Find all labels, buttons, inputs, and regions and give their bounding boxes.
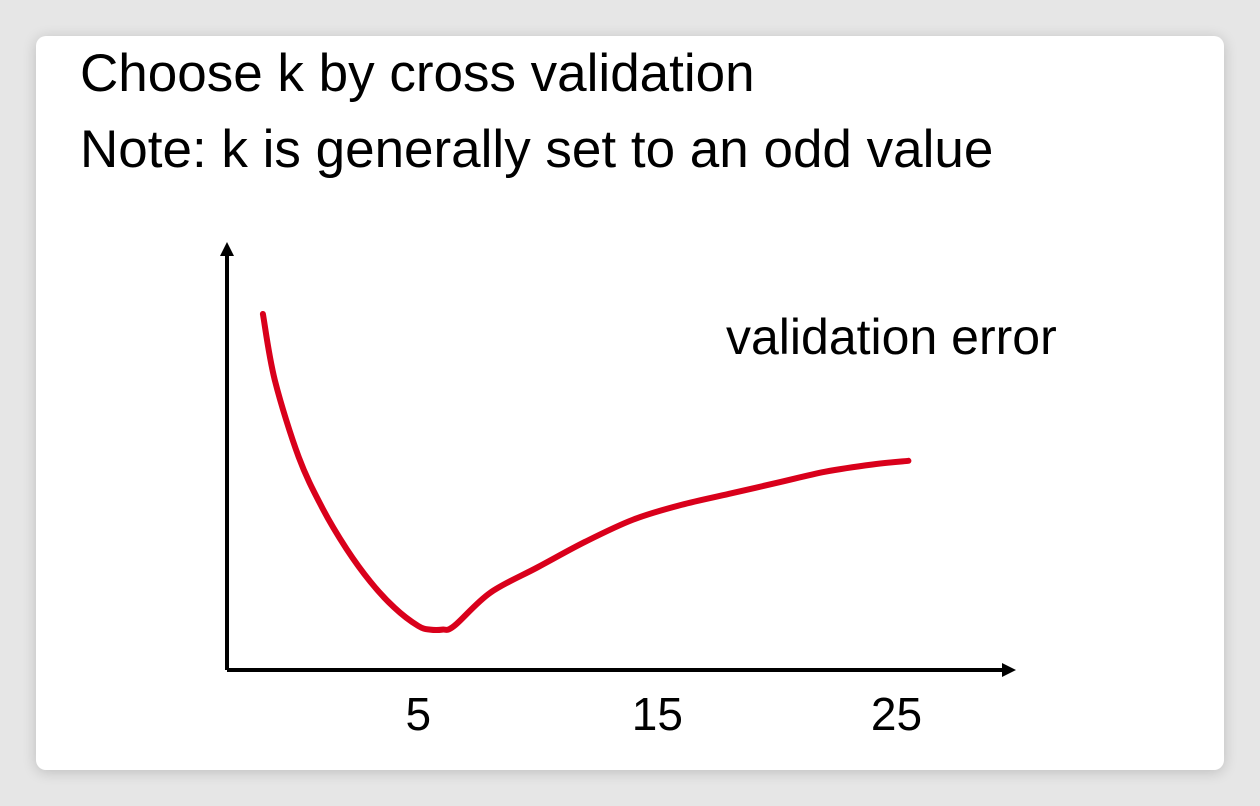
validation-error-chart: 5 15 25 validation error: [220, 242, 1057, 740]
slide: Choose k by cross validation Note: k is …: [36, 36, 1224, 770]
x-tick-label-5: 5: [405, 688, 431, 740]
curve-label: validation error: [726, 309, 1057, 365]
slide-title-line-1: Choose k by cross validation: [80, 44, 755, 103]
y-axis-arrowhead: [220, 242, 234, 256]
validation-error-curve: [259, 311, 912, 634]
x-axis-arrowhead: [1002, 663, 1016, 677]
x-tick-label-15: 15: [632, 688, 683, 740]
x-tick-labels: 5 15 25: [405, 688, 922, 740]
x-tick-label-25: 25: [871, 688, 922, 740]
slide-title-line-2: Note: k is generally set to an odd value: [80, 120, 994, 179]
